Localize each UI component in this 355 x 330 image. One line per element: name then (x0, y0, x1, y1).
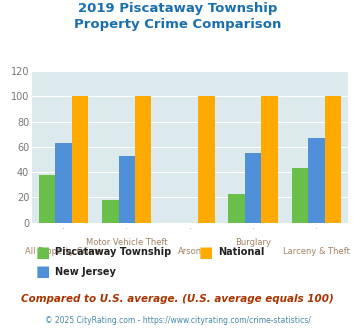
Text: Piscataway Township: Piscataway Township (55, 248, 171, 257)
Bar (135, 96, 151, 223)
Text: © 2025 CityRating.com - https://www.cityrating.com/crime-statistics/: © 2025 CityRating.com - https://www.city… (45, 315, 310, 325)
Bar (261, 96, 278, 223)
Text: Motor Vehicle Theft: Motor Vehicle Theft (86, 238, 168, 247)
Text: ■: ■ (36, 245, 50, 260)
Bar (292, 168, 308, 223)
Bar (308, 138, 324, 223)
Bar (102, 200, 119, 223)
Text: All Property Crime: All Property Crime (25, 248, 102, 256)
Bar (229, 194, 245, 223)
Text: Burglary: Burglary (235, 238, 271, 247)
Text: 2019 Piscataway Township
Property Crime Comparison: 2019 Piscataway Township Property Crime … (74, 2, 281, 31)
Text: Arson: Arson (178, 248, 202, 256)
Bar (245, 153, 261, 223)
Text: ■: ■ (36, 264, 50, 279)
Text: Larceny & Theft: Larceny & Theft (283, 248, 350, 256)
Bar (72, 96, 88, 223)
Text: New Jersey: New Jersey (55, 267, 116, 277)
Text: Compared to U.S. average. (U.S. average equals 100): Compared to U.S. average. (U.S. average … (21, 294, 334, 304)
Bar (39, 175, 55, 223)
Bar (119, 156, 135, 223)
Text: ■: ■ (199, 245, 213, 260)
Bar (55, 143, 72, 223)
Bar (324, 96, 341, 223)
Bar (198, 96, 214, 223)
Text: National: National (218, 248, 265, 257)
